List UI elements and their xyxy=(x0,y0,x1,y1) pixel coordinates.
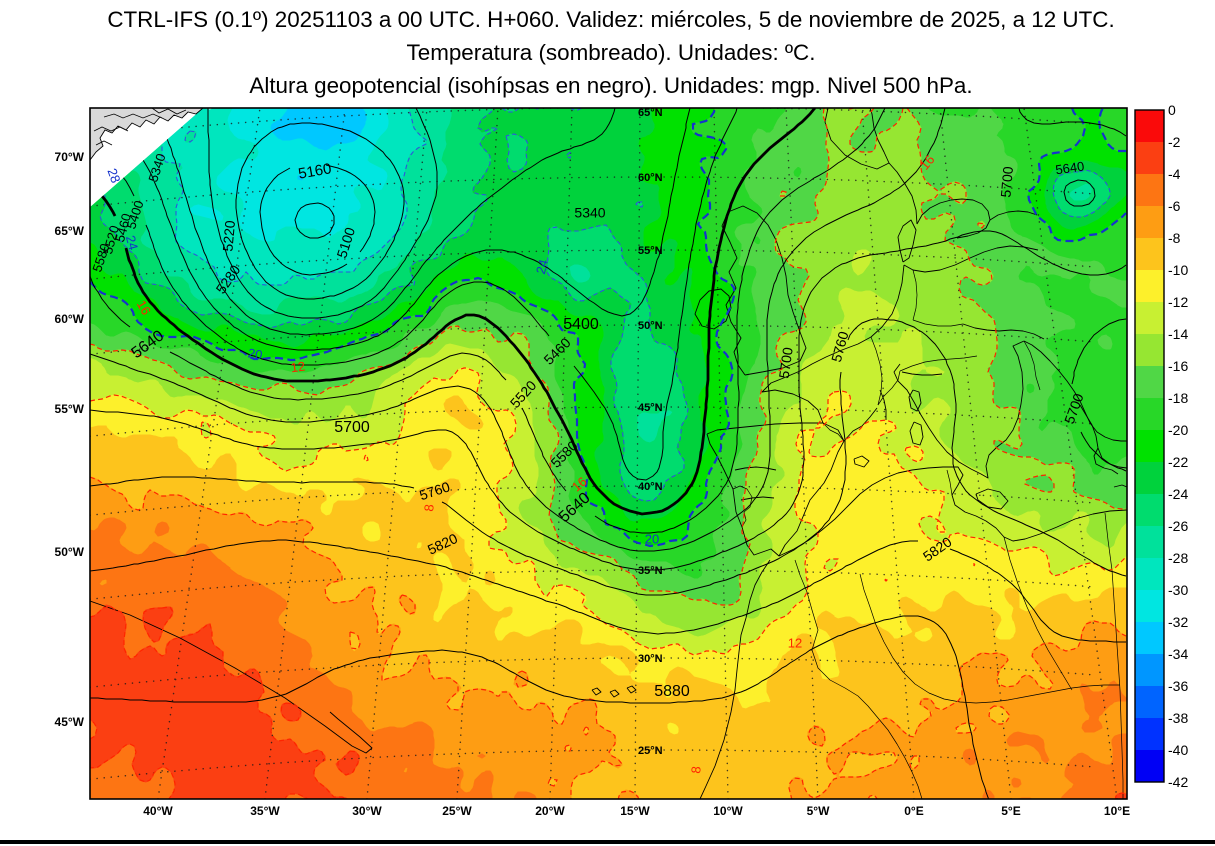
svg-text:5880: 5880 xyxy=(654,683,690,700)
svg-text:60°W: 60°W xyxy=(55,312,85,326)
svg-text:-4: -4 xyxy=(1168,166,1181,182)
svg-text:20: 20 xyxy=(645,531,659,546)
svg-text:28: 28 xyxy=(104,166,123,185)
svg-text:45°N: 45°N xyxy=(638,402,663,414)
svg-text:10°E: 10°E xyxy=(1104,804,1130,818)
svg-text:12: 12 xyxy=(788,635,802,650)
svg-text:12: 12 xyxy=(290,359,306,376)
svg-text:-38: -38 xyxy=(1168,710,1188,726)
svg-text:5760: 5760 xyxy=(828,329,852,363)
svg-text:55°W: 55°W xyxy=(55,402,85,416)
svg-text:30°W: 30°W xyxy=(352,804,382,818)
svg-text:30°N: 30°N xyxy=(638,653,663,665)
svg-text:-26: -26 xyxy=(1168,518,1188,534)
svg-text:20°W: 20°W xyxy=(535,804,565,818)
svg-text:0°E: 0°E xyxy=(904,804,923,818)
svg-text:35°N: 35°N xyxy=(638,565,663,577)
svg-text:10°W: 10°W xyxy=(713,804,743,818)
svg-text:45°W: 45°W xyxy=(55,715,85,729)
svg-text:-12: -12 xyxy=(1168,294,1188,310)
svg-text:5520: 5520 xyxy=(100,224,122,256)
svg-text:-40: -40 xyxy=(1168,742,1188,758)
svg-text:-20: -20 xyxy=(1168,422,1188,438)
svg-text:5160: 5160 xyxy=(297,160,333,183)
svg-text:24: 24 xyxy=(533,258,551,276)
svg-text:5340: 5340 xyxy=(574,205,605,221)
svg-text:-16: -16 xyxy=(1168,358,1188,374)
svg-text:25°N: 25°N xyxy=(638,745,663,757)
svg-text:-32: -32 xyxy=(1168,614,1188,630)
svg-text:15°W: 15°W xyxy=(620,804,650,818)
svg-text:20: 20 xyxy=(247,345,264,362)
svg-text:5700: 5700 xyxy=(997,165,1016,198)
svg-text:-10: -10 xyxy=(1168,262,1188,278)
svg-text:25°W: 25°W xyxy=(442,804,472,818)
svg-text:5700: 5700 xyxy=(334,419,370,436)
svg-text:-24: -24 xyxy=(1168,486,1188,502)
svg-text:40°W: 40°W xyxy=(143,804,173,818)
svg-text:65°N: 65°N xyxy=(638,107,663,119)
svg-text:5700: 5700 xyxy=(776,346,796,379)
svg-text:-14: -14 xyxy=(1168,326,1188,342)
svg-text:24: 24 xyxy=(123,234,141,252)
svg-text:60°N: 60°N xyxy=(638,172,663,184)
svg-text:-30: -30 xyxy=(1168,582,1188,598)
svg-text:65°W: 65°W xyxy=(55,224,85,238)
svg-text:5400: 5400 xyxy=(563,316,599,333)
svg-text:8: 8 xyxy=(421,504,437,513)
svg-text:-28: -28 xyxy=(1168,550,1188,566)
svg-text:-6: -6 xyxy=(1168,198,1181,214)
svg-text:8: 8 xyxy=(688,766,704,775)
svg-text:40°N: 40°N xyxy=(638,481,663,493)
svg-text:-8: -8 xyxy=(1168,230,1181,246)
svg-text:50°N: 50°N xyxy=(638,320,663,332)
svg-text:70°W: 70°W xyxy=(55,150,85,164)
svg-text:5220: 5220 xyxy=(219,219,238,252)
svg-text:16: 16 xyxy=(134,297,154,317)
svg-text:50°W: 50°W xyxy=(55,545,85,559)
svg-text:55°N: 55°N xyxy=(638,245,663,257)
svg-text:-42: -42 xyxy=(1168,774,1188,790)
svg-text:-22: -22 xyxy=(1168,454,1188,470)
svg-text:-18: -18 xyxy=(1168,390,1188,406)
svg-text:5°E: 5°E xyxy=(1001,804,1020,818)
svg-text:-2: -2 xyxy=(1168,134,1181,150)
svg-text:5640: 5640 xyxy=(1054,159,1085,178)
svg-text:5460: 5460 xyxy=(112,212,134,244)
svg-text:-36: -36 xyxy=(1168,678,1188,694)
svg-text:35°W: 35°W xyxy=(250,804,280,818)
svg-text:0: 0 xyxy=(1168,102,1176,118)
svg-text:-34: -34 xyxy=(1168,646,1188,662)
svg-text:5°W: 5°W xyxy=(807,804,830,818)
